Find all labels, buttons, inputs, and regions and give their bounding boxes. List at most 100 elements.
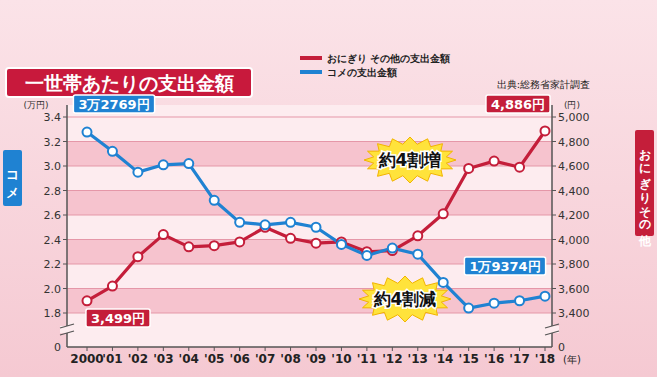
y2-tick-label: 3,800 — [558, 258, 590, 271]
plot-area — [67, 105, 552, 347]
axis-break — [60, 331, 74, 335]
annotation-box — [73, 95, 154, 113]
x-tick — [239, 347, 240, 351]
y-unit: (万円) — [23, 100, 48, 110]
y2-tick-label: 4,200 — [558, 209, 590, 222]
series-marker — [184, 242, 193, 251]
y-tick — [63, 288, 67, 289]
series-marker — [515, 296, 524, 305]
x-tick-label: '16 — [484, 352, 504, 366]
title: 一世帯あたりの支出金額 — [25, 72, 234, 94]
y-tick — [63, 313, 67, 314]
x-tick-label: '03 — [153, 352, 173, 366]
annotation-text: 1万9374円 — [469, 259, 540, 274]
y2-tick — [552, 313, 556, 314]
x-tick-label: '14 — [433, 352, 453, 366]
annotation: 約4割増 — [364, 137, 456, 183]
series-marker — [184, 159, 193, 168]
y2-tick — [552, 215, 556, 216]
series-marker — [464, 304, 473, 313]
y2-tick — [552, 239, 556, 240]
series-marker — [133, 168, 142, 177]
grid-line — [67, 215, 552, 216]
y-tick — [63, 190, 67, 191]
x-tick-label: '11 — [357, 352, 377, 366]
y2-tick — [552, 288, 556, 289]
axis-zero-label: 0 — [54, 341, 61, 354]
y-tick-label: 3.0 — [44, 160, 62, 173]
x-tick-label: '01 — [102, 352, 122, 366]
series-marker — [108, 147, 117, 156]
series-marker — [261, 220, 270, 229]
series-marker — [439, 278, 448, 287]
title-box — [6, 68, 252, 97]
series-marker — [286, 218, 295, 227]
x-tick-label: '18 — [535, 352, 555, 366]
series-marker — [83, 128, 92, 137]
series-marker — [490, 299, 499, 308]
x-tick — [87, 347, 88, 351]
x-tick — [545, 347, 546, 351]
y2-tick — [552, 190, 556, 191]
x-tick — [494, 347, 495, 351]
annotation: 1万9374円 — [464, 257, 545, 275]
x-tick-label: '09 — [306, 352, 326, 366]
y-label-box — [3, 150, 22, 206]
x-tick — [265, 347, 266, 351]
y-tick — [63, 141, 67, 142]
series-group — [83, 126, 550, 312]
y2-label: おにぎりその他 — [638, 141, 652, 247]
background — [0, 0, 657, 377]
series-marker — [388, 244, 397, 253]
series-marker — [83, 296, 92, 305]
series-marker — [210, 241, 219, 250]
x-tick — [468, 347, 469, 351]
annotation-burst — [364, 137, 456, 183]
y-tick-label: 2.2 — [44, 258, 62, 271]
x-unit: (年) — [563, 354, 581, 365]
x-tick-label: '07 — [255, 352, 275, 366]
annotation: 3万2769円 — [73, 95, 154, 113]
y-tick-label: 3.4 — [44, 111, 62, 124]
legend-label: おにぎり その他の支出金額 — [327, 53, 450, 64]
series-marker — [108, 282, 117, 291]
y2-tick-label: 4,800 — [558, 136, 590, 149]
y2-tick-label: 4,000 — [558, 234, 590, 247]
series-line — [87, 132, 545, 308]
axis-break — [545, 331, 559, 335]
x-tick-label: '05 — [204, 352, 224, 366]
axis-zero-label: 0 — [558, 341, 565, 354]
series-marker — [464, 164, 473, 173]
y2-unit: (円) — [564, 100, 580, 110]
x-tick — [366, 347, 367, 351]
series-marker — [312, 223, 321, 232]
series-marker — [312, 239, 321, 248]
grid-band — [67, 191, 552, 216]
x-tick-label: '04 — [179, 352, 199, 366]
x-tick-label: 2000 — [70, 352, 103, 366]
annotation-text: 4,886円 — [491, 97, 545, 112]
y-tick — [63, 215, 67, 216]
y-tick-label: 2.4 — [44, 234, 62, 247]
y2-tick-label: 3,600 — [558, 283, 590, 296]
legend-label: コメの支出金額 — [327, 67, 397, 78]
x-tick-label: '10 — [331, 352, 351, 366]
x-tick — [443, 347, 444, 351]
x-tick-label: '17 — [509, 352, 529, 366]
annotation-text: 約4割増 — [378, 150, 442, 170]
x-tick-label: '06 — [229, 352, 249, 366]
x-tick — [290, 347, 291, 351]
annotation-burst — [359, 276, 451, 322]
y-tick-label: 2.6 — [44, 209, 62, 222]
grid-line — [67, 239, 552, 240]
axis-break — [545, 324, 559, 328]
x-tick — [163, 347, 164, 351]
y-tick — [63, 264, 67, 265]
y2-tick-label: 3,400 — [558, 307, 590, 320]
x-tick — [392, 347, 393, 351]
y2-tick — [552, 264, 556, 265]
grid-line — [67, 141, 552, 142]
legend-swatch — [300, 56, 322, 60]
annotation-text: 約4割減 — [373, 289, 437, 309]
y2-tick — [552, 141, 556, 142]
